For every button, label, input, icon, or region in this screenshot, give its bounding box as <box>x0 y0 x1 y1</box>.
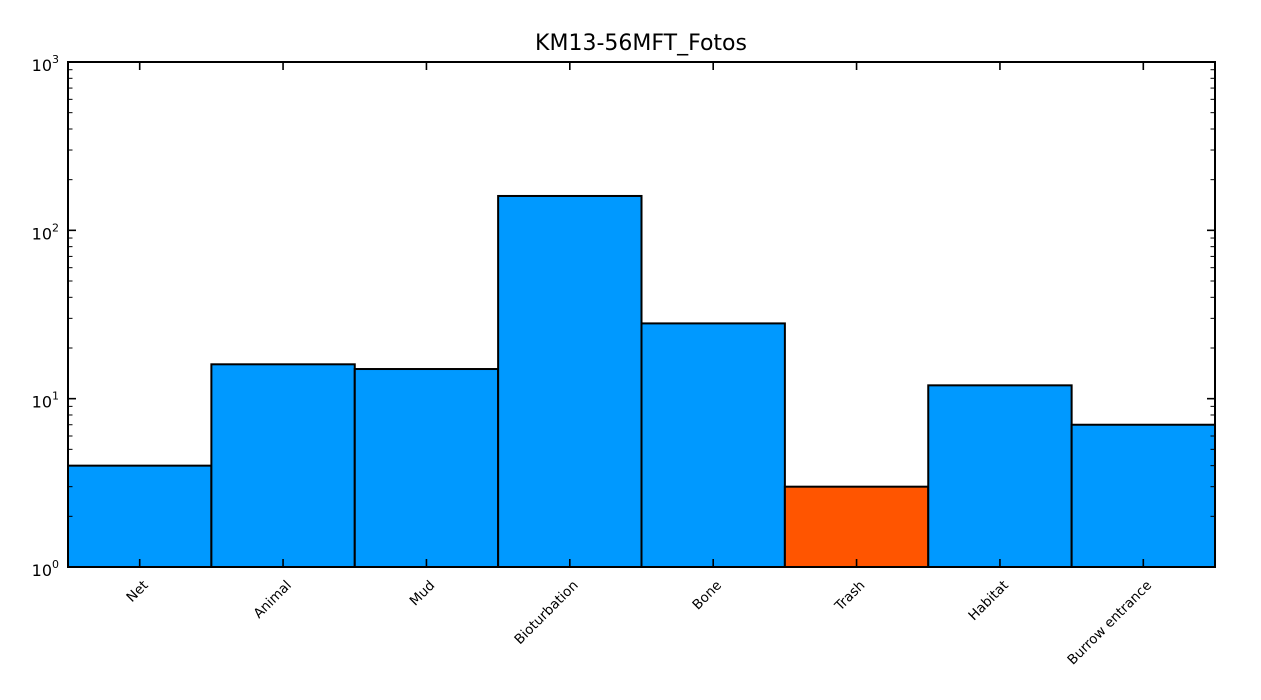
bar-animal <box>210 363 356 568</box>
y-axis-tick-label: 102 <box>32 221 59 243</box>
y-axis-tick-label: 103 <box>32 53 59 75</box>
plot-frame <box>67 61 1216 568</box>
bar-habitat <box>927 384 1073 568</box>
chart-title: KM13-56MFT_Fotos <box>535 31 747 56</box>
x-axis-tick-label-habitat: Habitat <box>965 578 1011 624</box>
x-axis-tick-label-animal: Animal <box>251 578 295 622</box>
y-axis-tick-label: 100 <box>32 558 59 580</box>
bar-mud <box>353 368 500 568</box>
bar-bioturbation <box>497 194 643 568</box>
x-axis-tick-label-bone: Bone <box>689 578 725 614</box>
plot-area: 100 101 102 103 Net Animal Mud Bioturbation Bone… <box>32 53 1217 669</box>
bar-trash <box>783 485 930 568</box>
y-axis-tick-label: 101 <box>32 390 59 412</box>
bar-bone <box>640 322 786 568</box>
x-axis-tick-label-burrow-entrance: Burrow entrance <box>1064 578 1155 669</box>
bar-net <box>67 464 213 568</box>
x-axis-tick-label-net: Net <box>123 578 151 606</box>
x-axis-tick-label-mud: Mud <box>407 578 439 610</box>
x-axis-tick-label-bioturbation: Bioturbation <box>511 578 581 648</box>
bar-burrow-entrance <box>1070 423 1217 568</box>
x-axis-tick-label-trash: Trash <box>831 578 868 615</box>
